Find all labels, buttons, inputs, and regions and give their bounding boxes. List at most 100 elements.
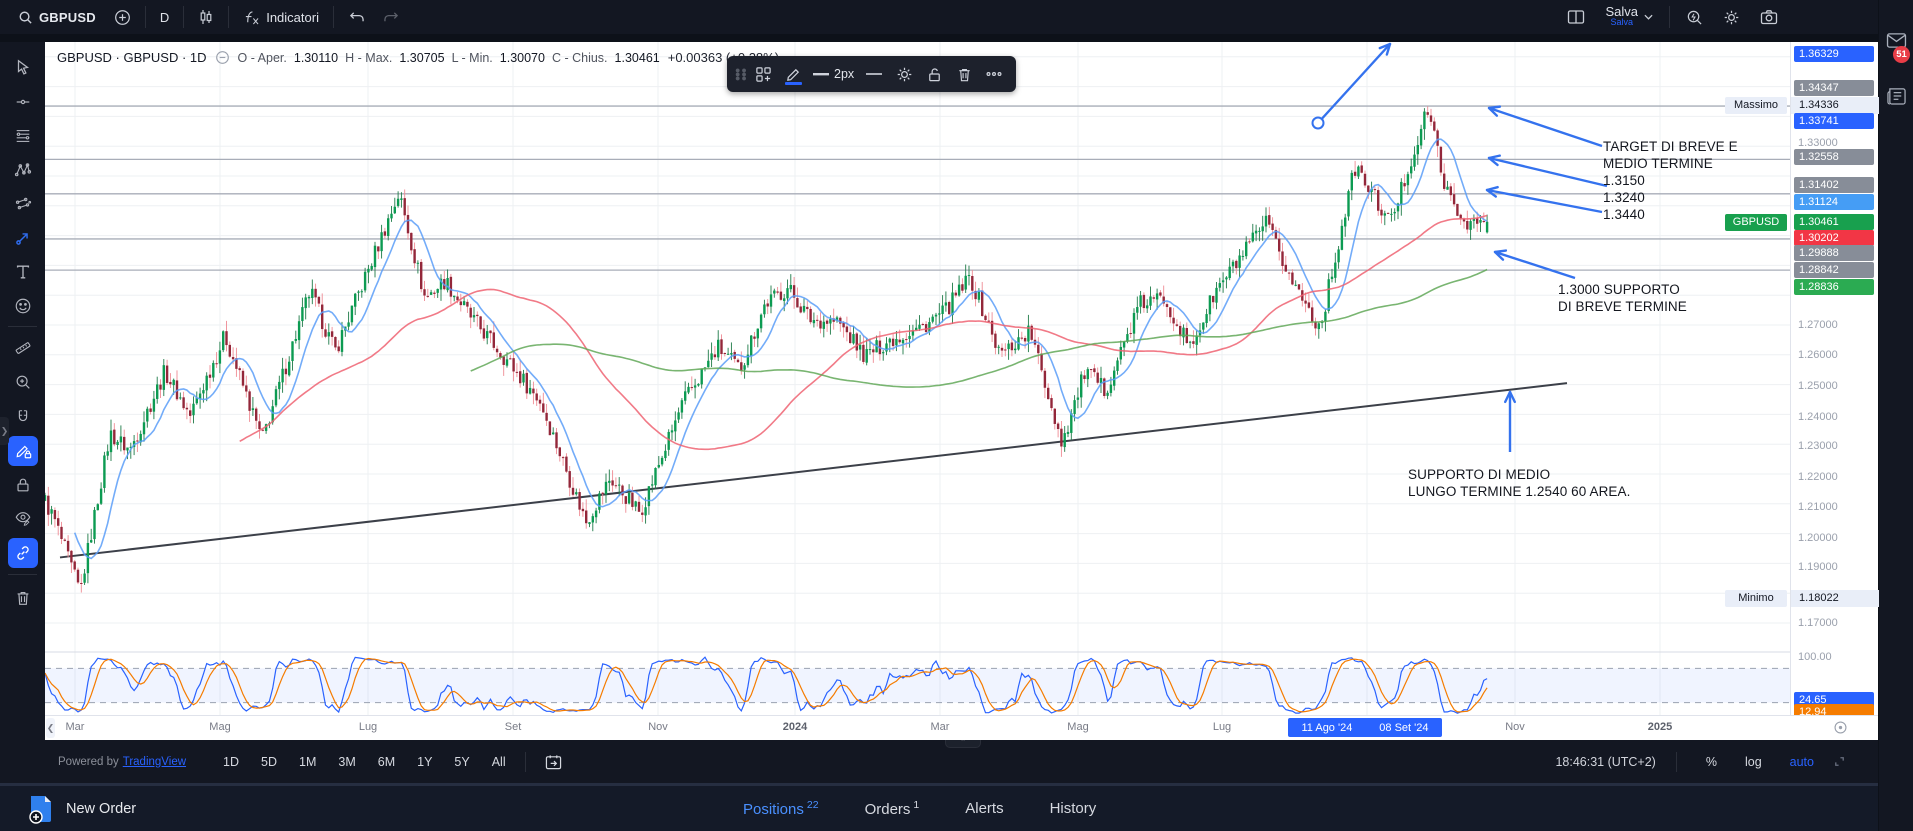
ohlc-value: 1.30110 (293, 50, 339, 65)
time-axis-label: Nov (1505, 721, 1525, 733)
axis-left-handle[interactable]: ❮ (46, 718, 55, 738)
chevron-down-icon (1644, 14, 1653, 20)
remove-drawings-button[interactable] (8, 583, 38, 613)
legend-title[interactable]: GBPUSD · GBPUSD · 1D (57, 50, 207, 65)
layout-button[interactable] (1559, 5, 1593, 29)
maximize-scale-icon[interactable] (1833, 755, 1846, 768)
range-button-1m[interactable]: 1M (299, 754, 317, 769)
clock-label[interactable]: 18:46:31 (UTC+2) (1555, 754, 1656, 769)
mail-badge: 51 (1893, 46, 1910, 63)
compare-add-button[interactable] (106, 5, 139, 30)
line-color-button[interactable] (779, 60, 807, 88)
chart-style-button[interactable] (190, 5, 222, 29)
arrow-tool-icon (16, 233, 28, 245)
symbol-search-button[interactable]: GBPUSD (10, 6, 104, 29)
range-button-all[interactable]: All (491, 754, 506, 769)
trade-panel-bar: New Order Positions 22 Orders 1 Alerts Histor… (0, 783, 1878, 831)
undo-icon (349, 11, 364, 21)
arrow-tool-button[interactable] (8, 223, 38, 253)
fx-icon (246, 10, 259, 24)
tab-orders[interactable]: Orders 1 (864, 799, 920, 818)
toolbar-divider (524, 751, 526, 772)
extreme-price-row: 1.34336 (1791, 97, 1879, 114)
hide-drawings-button[interactable] (8, 504, 38, 534)
snapshot-button[interactable] (1752, 5, 1786, 29)
toolbar-divider (228, 6, 230, 28)
floating-drawing-toolbar: ●● ●● ●● 2px (727, 56, 1017, 92)
log-scale-button[interactable]: log (1744, 754, 1762, 769)
line-width-button[interactable]: 2px (809, 60, 858, 88)
line-width-icon (813, 73, 829, 76)
save-button[interactable]: Salva Salva (1597, 2, 1661, 32)
drawing-delete-button[interactable] (950, 60, 978, 88)
hide-legend-icon[interactable] (215, 50, 230, 65)
drawing-settings-button[interactable] (890, 60, 918, 88)
quick-search-button[interactable] (1678, 5, 1711, 30)
range-button-6m[interactable]: 6M (377, 754, 396, 769)
news-icon[interactable] (1886, 86, 1907, 105)
price-chart[interactable] (45, 42, 1790, 715)
annotation-short-term-support[interactable]: 1.3000 SUPPORTO DI BREVE TERMINE (1558, 282, 1687, 314)
percent-scale-button[interactable]: % (1705, 754, 1717, 769)
tab-positions[interactable]: Positions 22 (743, 799, 819, 818)
range-button-5d[interactable]: 5D (261, 754, 277, 769)
interval-button[interactable]: D (152, 6, 177, 29)
date-range-highlight[interactable]: 11 Ago '24 08 Set '24 (1288, 718, 1442, 737)
go-to-date-button[interactable] (536, 750, 571, 774)
lock-all-drawings-button[interactable] (8, 470, 38, 500)
tab-alerts[interactable]: Alerts (965, 800, 1004, 817)
drawing-lock-mode-button[interactable] (8, 436, 38, 466)
price-label-chip: 1.28842 (1794, 262, 1874, 278)
measure-tool-button[interactable] (8, 333, 38, 363)
redo-button[interactable] (375, 6, 408, 29)
undo-button[interactable] (340, 6, 373, 29)
massimo-tag: Massimo (1725, 97, 1787, 114)
tradingview-link[interactable]: TradingView (122, 755, 187, 768)
text-tool-button[interactable] (8, 257, 38, 287)
settings-button[interactable] (1715, 5, 1748, 30)
range-button-1y[interactable]: 1Y (417, 754, 433, 769)
annotation-target-levels[interactable]: TARGET DI BREVE E MEDIO TERMINE 1.3150 1… (1603, 139, 1738, 222)
more-options-button[interactable] (980, 60, 1008, 88)
price-label-chip: 1.31402 (1794, 177, 1874, 193)
toolbar-divider (332, 6, 334, 28)
line-width-value: 2px (834, 67, 855, 81)
price-tick: 1.25000 (1798, 380, 1838, 392)
axis-settings-icon[interactable] (1833, 720, 1848, 735)
price-scale[interactable]: 1.33000 1.27000 1.26000 1.25000 1.24000 1.230… (1725, 42, 1879, 720)
line-style-icon (866, 73, 883, 75)
time-axis[interactable]: ❮ Mar Mag Lug Set Nov 2024 Mar Mag Lug Nov 2025 11 … (45, 715, 1878, 740)
price-tick: 1.33000 (1798, 137, 1838, 149)
range-button-1d[interactable]: 1D (223, 754, 240, 769)
tab-history[interactable]: History (1049, 800, 1097, 817)
link-icon (17, 546, 29, 560)
gear-icon (1724, 10, 1739, 24)
pattern-tool-button[interactable] (8, 155, 38, 185)
camera-icon (1760, 10, 1778, 25)
panel-expand-handle[interactable]: ❯ (0, 417, 9, 445)
emoji-tool-button[interactable] (8, 291, 38, 321)
lock-icon (17, 478, 29, 492)
range-button-3m[interactable]: 3M (338, 754, 356, 769)
line-style-button[interactable] (860, 60, 888, 88)
annotation-long-term-support[interactable]: SUPPORTO DI MEDIO LUNGO TERMINE 1.2540 6… (1408, 467, 1631, 499)
cursor-tool-button[interactable] (8, 52, 38, 82)
drawing-unlock-button[interactable] (920, 60, 948, 88)
indicators-button[interactable]: Indicatori (235, 6, 327, 29)
zoom-in-tool-button[interactable] (8, 367, 38, 397)
price-tick: 100.00 (1798, 651, 1832, 663)
auto-scale-button[interactable]: auto (1789, 754, 1814, 769)
cursor-icon (17, 59, 30, 75)
sync-drawings-button[interactable] (8, 538, 38, 568)
top-toolbar: GBPUSD D Indicatori (0, 0, 1878, 38)
trendline-tool-button[interactable] (8, 87, 38, 117)
fib-lines-icon (16, 130, 30, 142)
bottom-toolbar: ⌃ Powered by TradingView 1D 5D 1M 3M 6M 1Y 5Y A… (0, 738, 1878, 783)
toolbar-drag-handle[interactable]: ●● ●● ●● (735, 65, 748, 83)
projection-tool-button[interactable] (8, 189, 38, 219)
fib-tool-button[interactable] (8, 121, 38, 151)
magnet-tool-button[interactable] (8, 402, 38, 432)
range-button-5y[interactable]: 5Y (454, 754, 470, 769)
drawing-template-button[interactable] (749, 60, 777, 88)
new-order-button[interactable]: New Order (28, 794, 136, 824)
